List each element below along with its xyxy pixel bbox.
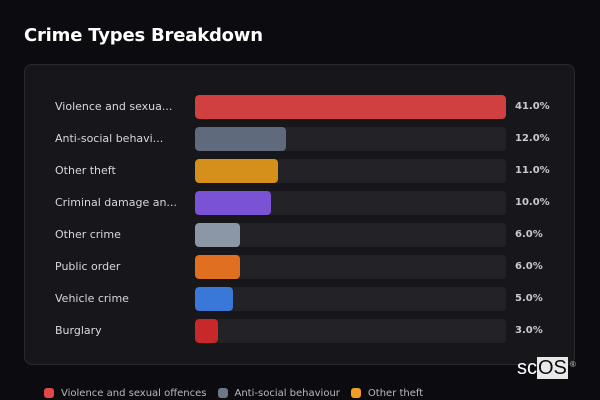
legend-item[interactable]: Anti-social behaviour bbox=[217, 387, 340, 399]
bar-row[interactable]: Vehicle crime 5.0% bbox=[25, 287, 574, 311]
legend-label: Other theft bbox=[367, 387, 424, 399]
chart-card: Violence and sexua... 41.0% Anti-social be… bbox=[24, 64, 575, 365]
bar-value: 6.0% bbox=[515, 229, 543, 240]
bar-row[interactable]: Other crime 6.0% bbox=[25, 223, 574, 247]
legend-label: Anti-social behaviour bbox=[234, 387, 340, 399]
bar-fill[interactable] bbox=[195, 159, 279, 183]
legend-swatch-icon bbox=[217, 388, 228, 398]
bar-fill[interactable] bbox=[195, 223, 241, 247]
bar-fill[interactable] bbox=[195, 191, 271, 215]
bar-value: 10.0% bbox=[515, 197, 550, 208]
bar-row[interactable]: Burglary 3.0% bbox=[25, 319, 574, 343]
bar-value: 6.0% bbox=[515, 261, 543, 272]
bar-fill[interactable] bbox=[195, 127, 287, 151]
brand-prefix: sc bbox=[517, 357, 537, 379]
legend-label: Violence and sexual offences bbox=[61, 387, 207, 399]
bar-track bbox=[195, 159, 506, 183]
bar-fill[interactable] bbox=[195, 95, 506, 119]
bar-label: Vehicle crime bbox=[55, 292, 129, 305]
bar-row[interactable]: Criminal damage an... 10.0% bbox=[25, 191, 574, 215]
brand-logo: scOS ® bbox=[517, 357, 576, 379]
legend-swatch-icon bbox=[44, 388, 54, 398]
bar-label: Burglary bbox=[55, 324, 102, 337]
bar-track bbox=[195, 223, 506, 247]
chart-title: Crime Types Breakdown bbox=[24, 25, 263, 46]
bar-label: Anti-social behavi... bbox=[55, 132, 164, 145]
bar-label: Other theft bbox=[55, 164, 116, 177]
registered-mark-icon: ® bbox=[570, 360, 576, 369]
bar-track bbox=[195, 319, 506, 343]
bar-track bbox=[195, 287, 506, 311]
bar-fill[interactable] bbox=[195, 287, 233, 311]
bar-value: 5.0% bbox=[515, 293, 543, 304]
bar-track bbox=[195, 95, 506, 119]
chart-legend: Violence and sexual offences Anti-social … bbox=[44, 386, 434, 400]
bar-fill[interactable] bbox=[195, 255, 241, 279]
bar-value: 41.0% bbox=[515, 101, 550, 112]
bar-value: 12.0% bbox=[515, 133, 550, 144]
bar-track bbox=[195, 255, 506, 279]
bar-fill[interactable] bbox=[195, 319, 218, 343]
bar-row[interactable]: Anti-social behavi... 12.0% bbox=[25, 127, 574, 151]
legend-item[interactable]: Other theft bbox=[350, 387, 424, 399]
bar-label: Criminal damage an... bbox=[55, 196, 177, 209]
bar-track bbox=[195, 191, 506, 215]
brand-highlight: OS bbox=[537, 357, 568, 379]
bar-label: Other crime bbox=[55, 228, 121, 241]
bar-label: Violence and sexua... bbox=[55, 100, 173, 113]
bar-row[interactable]: Violence and sexua... 41.0% bbox=[25, 95, 574, 119]
legend-item[interactable]: Violence and sexual offences bbox=[44, 388, 207, 399]
bar-track bbox=[195, 127, 506, 151]
legend-swatch-icon bbox=[350, 388, 361, 398]
bar-row[interactable]: Public order 6.0% bbox=[25, 255, 574, 279]
bar-value: 3.0% bbox=[515, 325, 543, 336]
bar-label: Public order bbox=[55, 260, 121, 273]
bar-value: 11.0% bbox=[515, 165, 550, 176]
bar-row[interactable]: Other theft 11.0% bbox=[25, 159, 574, 183]
